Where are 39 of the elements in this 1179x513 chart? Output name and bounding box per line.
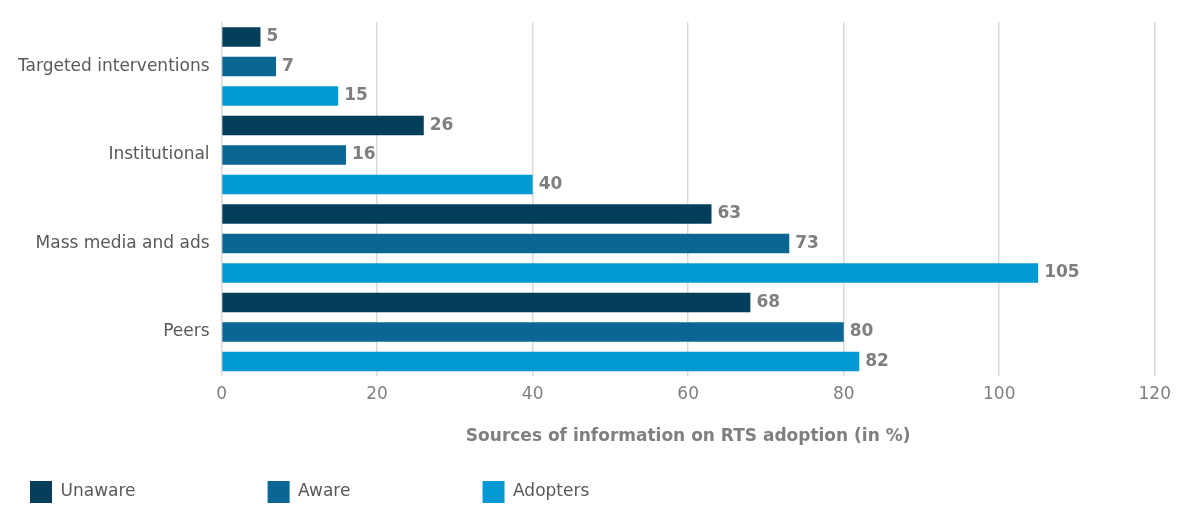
bar: [222, 322, 844, 342]
x-tick-label: 100: [983, 382, 1016, 403]
x-axis-title: Sources of information on RTS adoption (in %): [465, 425, 911, 446]
data-label: 40: [538, 172, 563, 193]
x-tick-label: 120: [1138, 382, 1171, 403]
bar: [222, 115, 424, 136]
bar: [222, 145, 346, 165]
data-label: 73: [795, 231, 819, 252]
data-label: 80: [849, 320, 874, 341]
data-label: 16: [352, 143, 376, 164]
data-label: 7: [282, 54, 294, 75]
y-tick-label: Peers: [163, 320, 210, 341]
data-label: 82: [865, 349, 889, 370]
x-tick-label: 40: [521, 382, 544, 403]
legend-label: Aware: [298, 480, 459, 501]
bar: [222, 56, 277, 77]
x-tick-label: 20: [366, 382, 388, 403]
bar: [222, 86, 339, 106]
bar: [222, 263, 1039, 283]
y-tick-label: Targeted interventions: [17, 54, 210, 75]
data-label: 68: [756, 290, 781, 311]
bar: [222, 233, 790, 254]
data-label: 26: [429, 113, 454, 134]
x-tick-label: 80: [832, 382, 855, 403]
y-tick-label: Mass media and ads: [35, 231, 210, 252]
legend-label: Unaware: [60, 480, 244, 501]
bar: [222, 174, 533, 195]
y-tick-label: Institutional: [108, 143, 210, 164]
bar: [222, 351, 860, 372]
data-label: 63: [717, 202, 742, 223]
legend-label: Adopters: [513, 480, 698, 501]
data-label: 5: [266, 25, 279, 46]
x-tick-label: 60: [677, 382, 699, 403]
bar: [222, 204, 712, 224]
bar: [222, 292, 751, 313]
x-tick-label: 0: [216, 382, 227, 403]
data-label: 15: [344, 84, 368, 105]
bar: [222, 27, 261, 47]
data-label: 105: [1044, 261, 1080, 282]
